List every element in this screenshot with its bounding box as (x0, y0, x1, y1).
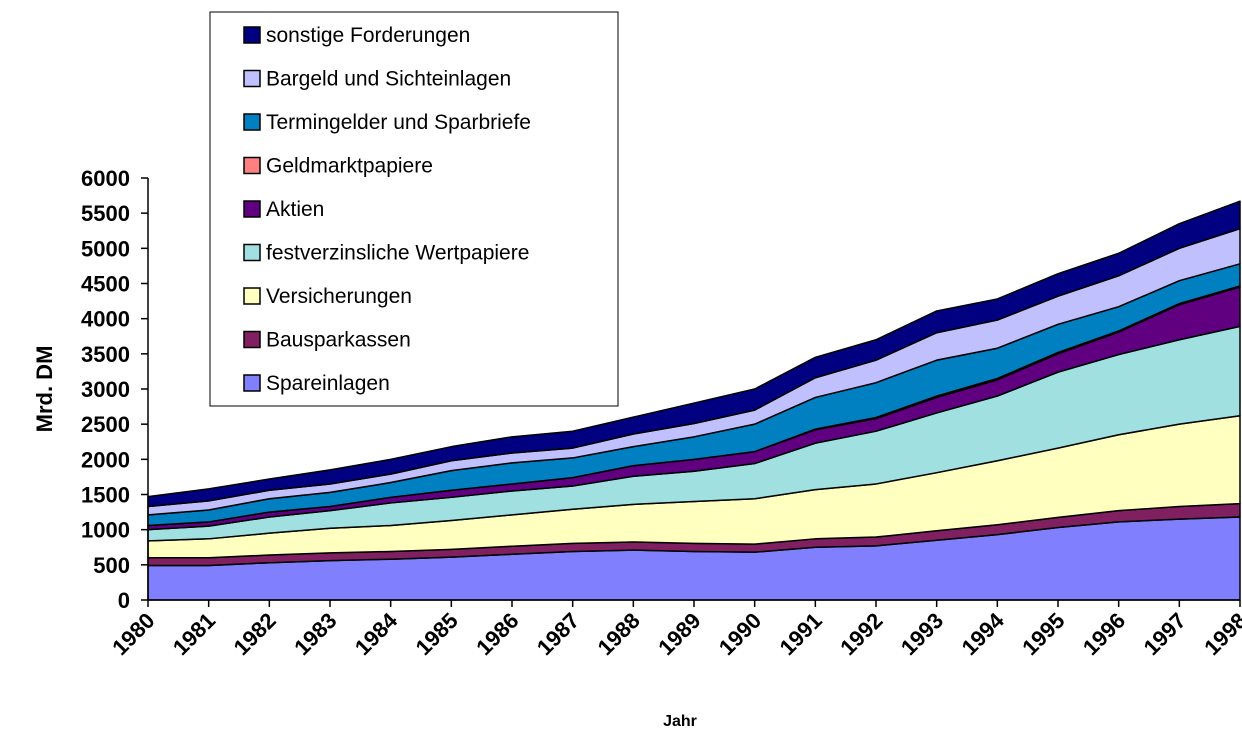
y-tick-label: 6000 (81, 166, 130, 191)
x-tick-label: 1988 (593, 608, 645, 660)
legend-swatch (243, 69, 261, 88)
x-tick-label: 1990 (714, 608, 766, 660)
x-tick-label: 1991 (775, 608, 827, 660)
y-tick-label: 3000 (81, 377, 130, 402)
legend-label: Bausparkassen (266, 329, 411, 352)
legend-swatch (243, 156, 261, 175)
x-tick-label: 1984 (350, 607, 403, 660)
legend-swatch (243, 243, 261, 262)
x-axis-title: Jahr (663, 713, 697, 730)
x-tick-label: 1992 (835, 608, 887, 660)
legend-label: Termingelder und Sparbriefe (266, 111, 531, 134)
x-tick-label: 1987 (532, 608, 584, 660)
legend-box (209, 11, 619, 407)
x-tick-label: 1995 (1017, 608, 1069, 660)
legend-swatch (243, 113, 261, 131)
legend-swatch (243, 330, 261, 349)
y-tick-label: 1000 (81, 518, 130, 543)
x-tick-label: 1997 (1139, 608, 1191, 660)
legend-label: Aktien (266, 198, 324, 221)
y-tick-label: 500 (93, 553, 130, 578)
legend-swatch (243, 287, 261, 305)
legend-label: Versicherungen (266, 285, 412, 308)
x-tick-label: 1998 (1199, 608, 1242, 660)
areas (147, 200, 1241, 601)
y-tick-label: 4500 (81, 272, 130, 297)
y-axis-title: Mrd. DM (32, 346, 57, 433)
legend-swatch (243, 200, 261, 218)
x-tick-label: 1985 (411, 608, 463, 660)
legend-label: Bargeld und Sichteinlagen (266, 68, 511, 91)
y-tick-label: 2000 (81, 447, 130, 472)
x-tick-label: 1980 (107, 608, 159, 660)
x-tick-label: 1983 (289, 608, 341, 660)
legend-label: sonstige Forderungen (266, 24, 470, 47)
y-tick-label: 4000 (81, 307, 130, 332)
legend-label: Geldmarktpapiere (266, 155, 433, 178)
x-tick-label: 1994 (957, 607, 1010, 660)
y-tick-label: 0 (118, 588, 130, 613)
legend-label: Spareinlagen (266, 372, 390, 395)
y-tick-label: 1500 (81, 483, 130, 508)
x-tick-label: 1986 (471, 608, 523, 660)
y-tick-label: 5500 (81, 201, 130, 226)
x-tick-label: 1993 (896, 608, 948, 660)
x-tick-label: 1996 (1078, 608, 1130, 660)
x-tick-label: 1981 (168, 608, 220, 660)
legend-swatch (243, 374, 261, 392)
legend: Spareinlagen Bausparkassen Versicherungen f… (209, 11, 619, 407)
area (147, 200, 1241, 508)
x-tick-label: 1982 (229, 608, 281, 660)
y-tick-label: 3500 (81, 342, 130, 367)
y-tick-label: 2500 (81, 412, 130, 437)
legend-swatch (243, 26, 261, 44)
x-tick-label: 1989 (653, 608, 705, 660)
legend-label: festverzinsliche Wertpapiere (266, 242, 529, 265)
y-tick-label: 5000 (81, 236, 130, 261)
